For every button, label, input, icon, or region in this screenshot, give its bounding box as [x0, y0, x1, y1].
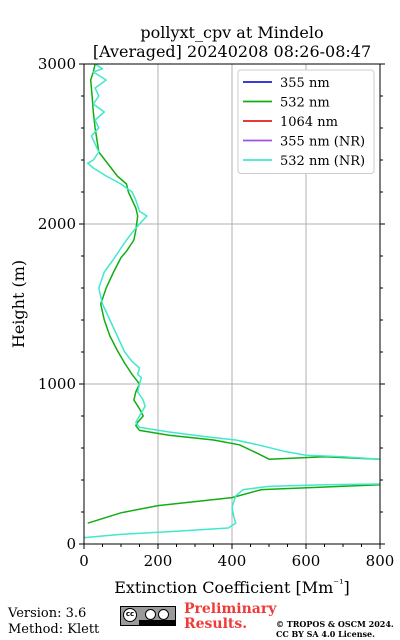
series-line-532-nm-nr- [84, 483, 380, 539]
x-axis-label: Extinction Coefficient [Mm⁻¹] [114, 577, 350, 597]
legend: 355 nm 532 nm 1064 nm 355 nm (NR) 532 nm (NR… [237, 69, 375, 174]
legend-label: 355 nm [280, 76, 330, 91]
y-tick-label: 0 [66, 535, 76, 553]
cc-by-sa-icon: cc [120, 606, 176, 626]
y-tick-label: 1000 [38, 375, 76, 393]
legend-box [237, 69, 375, 174]
y-axis-label: Height (m) [9, 260, 28, 348]
axis-ticks: 0 200 400 600 800 0 1000 2000 3000 [38, 55, 395, 570]
series-line-532-nm [89, 64, 380, 460]
y-tick-label: 2000 [38, 215, 76, 233]
x-tick-label: 200 [144, 552, 173, 570]
preliminary-line-2: Results. [184, 616, 248, 632]
series-line-532-nm-nr- [86, 64, 380, 460]
chart-title-line-2: [Averaged] 20240208 08:26-08:47 [93, 42, 371, 61]
preliminary-line-1: Preliminary [184, 601, 277, 617]
x-tick-label: 800 [366, 552, 395, 570]
method-label: Method: Klett [8, 622, 100, 637]
extinction-profile-chart: 0 200 400 600 800 0 1000 2000 3000 pollyxt_cpv a… [9, 23, 395, 597]
x-tick-label: 600 [292, 552, 321, 570]
x-tick-label: 0 [79, 552, 89, 570]
legend-label: 1064 nm [280, 115, 338, 130]
series-line-532-nm [87, 484, 380, 524]
copyright-line-1: © TROPOS & OSCM 2024. [276, 619, 394, 629]
x-tick-label: 400 [218, 552, 247, 570]
series-lines [84, 64, 380, 539]
preliminary-results-label: Preliminary Results. [184, 602, 276, 632]
chart-title-line-1: pollyxt_cpv at Mindelo [140, 23, 323, 42]
x-axis-label-exponent: ⁻¹ [333, 577, 343, 590]
copyright-line-2: CC BY SA 4.0 License. [276, 629, 375, 639]
copyright-notice: © TROPOS & OSCM 2024. CC BY SA 4.0 Licen… [276, 619, 394, 639]
legend-label: 532 nm [280, 96, 330, 111]
legend-label: 355 nm (NR) [280, 135, 365, 150]
legend-label: 532 nm (NR) [280, 154, 365, 169]
y-tick-label: 3000 [38, 55, 76, 73]
version-label: Version: 3.6 [8, 606, 87, 621]
